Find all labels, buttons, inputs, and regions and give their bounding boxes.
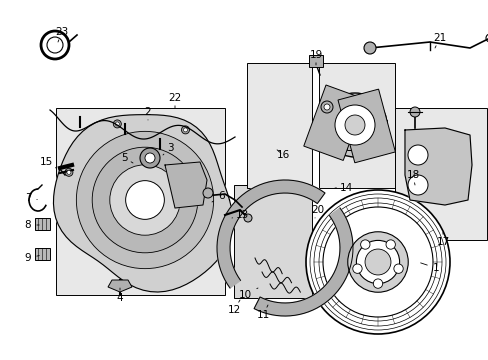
Text: 19: 19 bbox=[309, 50, 322, 65]
Circle shape bbox=[323, 93, 386, 157]
Circle shape bbox=[67, 170, 71, 174]
Circle shape bbox=[92, 147, 197, 253]
Text: 16: 16 bbox=[276, 150, 289, 160]
Circle shape bbox=[356, 240, 399, 284]
Circle shape bbox=[125, 181, 164, 219]
Circle shape bbox=[407, 175, 427, 195]
Polygon shape bbox=[254, 208, 352, 316]
Text: 11: 11 bbox=[256, 305, 269, 320]
Circle shape bbox=[76, 131, 213, 269]
Circle shape bbox=[409, 107, 419, 117]
Bar bbox=[35, 248, 50, 260]
Text: 7: 7 bbox=[24, 193, 37, 203]
Polygon shape bbox=[108, 280, 132, 292]
Circle shape bbox=[115, 122, 119, 126]
Text: 3: 3 bbox=[163, 143, 173, 155]
Circle shape bbox=[393, 264, 403, 273]
Circle shape bbox=[385, 240, 395, 249]
Text: 23: 23 bbox=[55, 27, 68, 42]
Circle shape bbox=[407, 145, 427, 165]
Text: 2: 2 bbox=[144, 107, 151, 120]
Circle shape bbox=[181, 126, 189, 134]
Circle shape bbox=[345, 115, 364, 135]
Text: 4: 4 bbox=[117, 288, 123, 303]
Bar bbox=[318, 63, 394, 188]
Polygon shape bbox=[404, 128, 471, 205]
Circle shape bbox=[244, 214, 251, 222]
Circle shape bbox=[320, 101, 332, 113]
Bar bbox=[337, 89, 395, 163]
Circle shape bbox=[110, 165, 180, 235]
Polygon shape bbox=[217, 180, 325, 288]
Text: 13: 13 bbox=[231, 210, 248, 220]
Bar bbox=[303, 85, 365, 161]
Circle shape bbox=[365, 249, 390, 275]
Circle shape bbox=[324, 104, 329, 110]
Text: 9: 9 bbox=[24, 253, 39, 263]
Circle shape bbox=[203, 188, 213, 198]
Text: 10: 10 bbox=[238, 288, 258, 300]
Circle shape bbox=[113, 120, 121, 128]
Circle shape bbox=[347, 232, 407, 292]
Text: 12: 12 bbox=[227, 300, 240, 315]
Circle shape bbox=[372, 279, 382, 288]
Circle shape bbox=[145, 153, 155, 163]
Bar bbox=[394, 108, 486, 240]
Bar bbox=[56, 108, 224, 295]
Text: 14: 14 bbox=[334, 183, 352, 193]
Text: 15: 15 bbox=[40, 157, 56, 168]
Circle shape bbox=[65, 168, 73, 176]
Bar bbox=[234, 185, 311, 298]
Text: 22: 22 bbox=[168, 93, 181, 108]
Bar bbox=[308, 55, 323, 67]
Text: 6: 6 bbox=[212, 191, 225, 202]
Text: 8: 8 bbox=[24, 220, 39, 230]
Circle shape bbox=[334, 105, 374, 145]
Circle shape bbox=[183, 128, 187, 132]
Text: 5: 5 bbox=[122, 153, 133, 163]
Circle shape bbox=[352, 264, 362, 273]
Text: 21: 21 bbox=[432, 33, 446, 48]
Bar bbox=[246, 63, 311, 188]
Circle shape bbox=[305, 190, 449, 334]
Text: 18: 18 bbox=[406, 170, 419, 185]
Polygon shape bbox=[53, 114, 232, 292]
Text: 17: 17 bbox=[435, 232, 448, 247]
Circle shape bbox=[363, 42, 375, 54]
Polygon shape bbox=[164, 162, 206, 208]
Circle shape bbox=[360, 240, 369, 249]
Text: 20: 20 bbox=[311, 205, 324, 218]
Circle shape bbox=[140, 148, 160, 168]
Bar bbox=[35, 218, 50, 230]
Bar bbox=[346, 120, 386, 150]
Text: 1: 1 bbox=[420, 263, 438, 273]
